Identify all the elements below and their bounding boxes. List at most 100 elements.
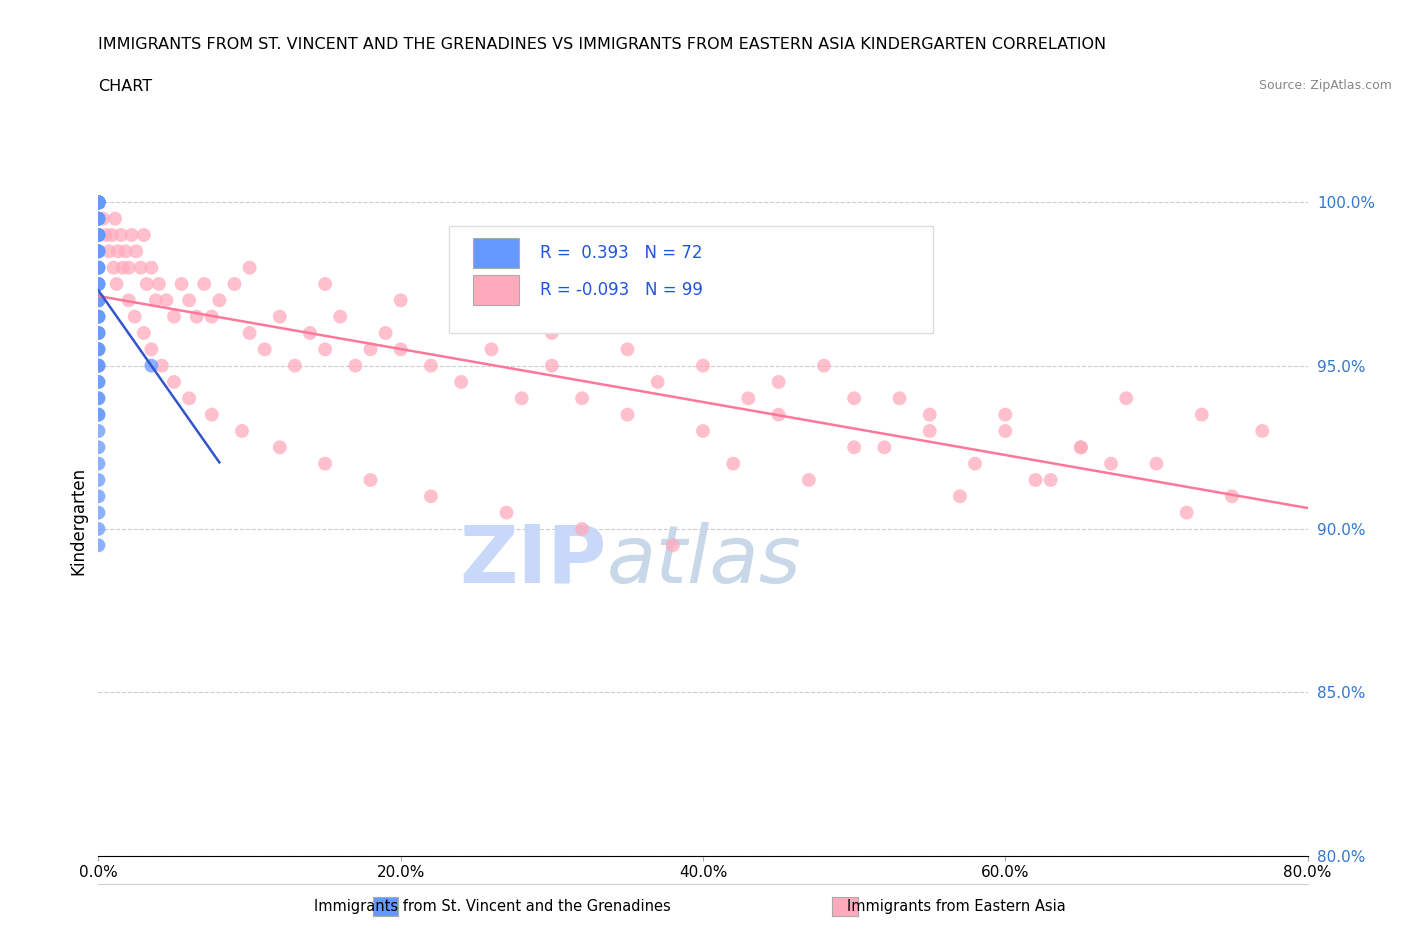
- Point: [118, 260, 141, 275]
- Point: [98, 244, 121, 259]
- Point: [87, 244, 110, 259]
- Point: [101, 228, 124, 243]
- Point: [163, 309, 186, 324]
- Point: [132, 228, 155, 243]
- Point: [201, 309, 224, 324]
- Point: [91, 211, 114, 226]
- Point: [87, 195, 110, 210]
- Point: [87, 211, 110, 226]
- Point: [114, 244, 136, 259]
- Point: [87, 211, 110, 226]
- Point: [87, 195, 110, 210]
- Point: [179, 293, 201, 308]
- Point: [87, 505, 110, 520]
- Point: [239, 260, 262, 275]
- Point: [239, 326, 262, 340]
- Point: [918, 423, 941, 438]
- FancyBboxPatch shape: [474, 274, 519, 305]
- Point: [87, 195, 110, 210]
- Point: [1070, 440, 1092, 455]
- Point: [1251, 423, 1274, 438]
- Point: [1039, 472, 1062, 487]
- Point: [965, 457, 987, 472]
- Text: Immigrants from St. Vincent and the Grenadines: Immigrants from St. Vincent and the Gren…: [314, 899, 671, 914]
- Point: [141, 260, 163, 275]
- Point: [87, 457, 110, 472]
- Point: [571, 391, 593, 405]
- Point: [87, 342, 110, 357]
- Point: [163, 375, 186, 390]
- Point: [540, 358, 562, 373]
- Point: [87, 293, 110, 308]
- Point: [155, 293, 177, 308]
- Point: [224, 276, 246, 291]
- Point: [87, 391, 110, 405]
- Point: [329, 309, 352, 324]
- Point: [481, 342, 503, 357]
- Point: [1024, 472, 1046, 487]
- Point: [994, 423, 1017, 438]
- Point: [107, 244, 129, 259]
- FancyBboxPatch shape: [449, 226, 932, 333]
- Point: [87, 244, 110, 259]
- Point: [135, 276, 157, 291]
- Point: [87, 195, 110, 210]
- Text: CHART: CHART: [98, 79, 152, 94]
- Point: [87, 309, 110, 324]
- Point: [87, 195, 110, 210]
- Point: [141, 358, 163, 373]
- Point: [87, 326, 110, 340]
- Point: [87, 195, 110, 210]
- Point: [87, 358, 110, 373]
- Point: [314, 342, 336, 357]
- Point: [87, 228, 110, 243]
- Point: [87, 244, 110, 259]
- FancyBboxPatch shape: [474, 238, 519, 268]
- Point: [299, 326, 322, 340]
- Point: [1175, 505, 1198, 520]
- Point: [797, 472, 820, 487]
- Text: R = -0.093   N = 99: R = -0.093 N = 99: [540, 281, 703, 299]
- Point: [495, 505, 517, 520]
- Point: [148, 276, 170, 291]
- Point: [87, 293, 110, 308]
- Point: [87, 211, 110, 226]
- Point: [87, 195, 110, 210]
- Point: [87, 276, 110, 291]
- Point: [87, 195, 110, 210]
- Point: [111, 260, 134, 275]
- Point: [150, 358, 173, 373]
- Point: [231, 423, 253, 438]
- Point: [87, 211, 110, 226]
- Y-axis label: Kindergarten: Kindergarten: [69, 467, 87, 575]
- Point: [103, 260, 125, 275]
- Point: [87, 195, 110, 210]
- Point: [87, 228, 110, 243]
- Point: [87, 195, 110, 210]
- Point: [118, 293, 141, 308]
- Point: [87, 276, 110, 291]
- Point: [314, 457, 336, 472]
- Point: [87, 195, 110, 210]
- Point: [994, 407, 1017, 422]
- Point: [661, 538, 683, 552]
- Point: [450, 375, 472, 390]
- Point: [87, 440, 110, 455]
- Point: [87, 195, 110, 210]
- Point: [344, 358, 367, 373]
- Point: [104, 211, 127, 226]
- Point: [87, 195, 110, 210]
- Point: [87, 472, 110, 487]
- Point: [374, 326, 396, 340]
- Text: ZIP: ZIP: [458, 522, 606, 600]
- Point: [87, 260, 110, 275]
- Point: [87, 489, 110, 504]
- Point: [87, 522, 110, 537]
- Point: [873, 440, 896, 455]
- Point: [87, 195, 110, 210]
- Point: [87, 195, 110, 210]
- Point: [389, 293, 412, 308]
- Point: [170, 276, 193, 291]
- Point: [87, 309, 110, 324]
- Point: [737, 391, 759, 405]
